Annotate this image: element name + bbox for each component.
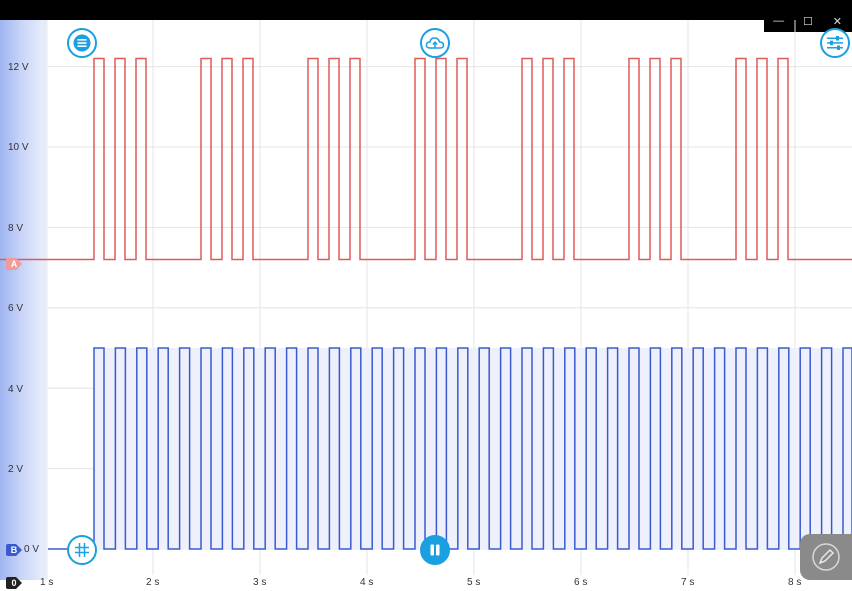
x-tick-label: 3 s	[253, 577, 267, 588]
window-controls: — ☐ ✕	[764, 10, 852, 32]
sliders-icon	[827, 36, 843, 50]
channel-axis-strip	[0, 20, 48, 580]
x-tick-label: 7 s	[681, 577, 695, 588]
grid-toggle-button[interactable]	[67, 535, 97, 565]
channel-a-marker-label: A	[10, 259, 18, 269]
minimize-button[interactable]: —	[773, 15, 785, 27]
title-bar	[0, 0, 852, 20]
channel-b-marker[interactable]: B	[6, 544, 22, 556]
channel-b-trace	[48, 347, 852, 550]
pause-icon	[430, 544, 440, 556]
x-tick-label: 1 s	[40, 577, 54, 588]
channel-a-trace	[0, 57, 852, 261]
x-tick-label: 6 s	[574, 577, 588, 588]
y-tick-label: 10 V	[8, 142, 29, 153]
y-tick-label: 6 V	[8, 303, 24, 314]
zero-marker[interactable]: 0	[6, 577, 22, 589]
y-tick-label: 2 V	[8, 464, 24, 475]
cloud-upload-icon	[425, 37, 445, 49]
y-tick-label: 0 V	[24, 544, 40, 555]
settings-button[interactable]	[820, 28, 850, 58]
x-tick-label: 8 s	[788, 577, 802, 588]
maximize-button[interactable]: ☐	[803, 15, 813, 28]
y-tick-label: 12 V	[8, 62, 29, 73]
grid-icon	[75, 543, 89, 557]
channel-b-marker-label: B	[10, 545, 18, 555]
y-tick-label: 4 V	[8, 384, 24, 395]
x-tick-label: 4 s	[360, 577, 374, 588]
menu-button[interactable]	[67, 28, 97, 58]
close-button[interactable]: ✕	[832, 15, 842, 28]
annotate-button[interactable]	[800, 534, 852, 580]
channel-b-fill	[94, 348, 852, 549]
x-tick-label: 2 s	[146, 577, 160, 588]
y-tick-label: 8 V	[8, 223, 24, 234]
zero-marker-label: 0	[11, 578, 17, 588]
channel-a-marker[interactable]: A	[6, 258, 22, 270]
x-tick-label: 5 s	[467, 577, 481, 588]
pause-button[interactable]	[420, 535, 450, 565]
upload-button[interactable]	[420, 28, 450, 58]
menu-icon	[73, 34, 91, 52]
pen-icon	[812, 543, 840, 571]
